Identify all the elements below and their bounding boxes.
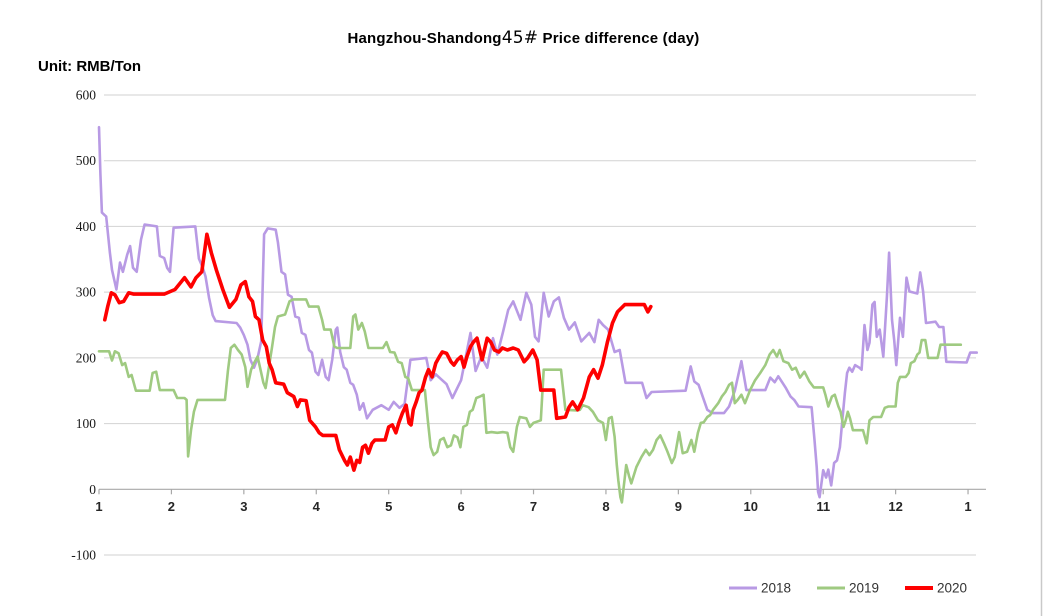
- chart-title-prefix: Hangzhou-Shandong: [347, 30, 502, 47]
- chart-title-grade: 45#: [501, 28, 539, 48]
- legend-label-2020: 2020: [937, 581, 967, 596]
- x-tick-label: 5: [385, 499, 392, 514]
- legend-item-2018[interactable]: 2018: [729, 581, 791, 596]
- legend: 2018 2019 2020: [729, 581, 967, 596]
- x-tick-label: 12: [888, 499, 902, 514]
- x-tick-label: 1: [964, 499, 971, 514]
- x-tick-label: 6: [457, 499, 464, 514]
- y-tick-label: 600: [76, 88, 97, 103]
- legend-label-2019: 2019: [849, 581, 879, 596]
- x-axis: [98, 488, 986, 495]
- chart-title-suffix: Price difference (day): [542, 30, 700, 47]
- x-tick-label: 4: [313, 499, 321, 514]
- x-tick-label: 3: [240, 499, 247, 514]
- x-tick-label: 8: [602, 499, 609, 514]
- y-tick-label: 300: [76, 285, 97, 300]
- chart-title: Hangzhou-Shandong45# Price difference (d…: [0, 28, 1047, 48]
- y-tick-label: 500: [76, 153, 97, 168]
- y-tick-label: -100: [71, 548, 96, 563]
- y-tick-label: 100: [76, 416, 97, 431]
- series-line-2019: [97, 298, 963, 504]
- series-line-2020: [103, 232, 653, 473]
- y-axis-labels: 600 500 400 300 200 100 0 -100: [71, 88, 96, 563]
- x-tick-label: 7: [530, 499, 537, 514]
- x-tick-label: 10: [744, 499, 758, 514]
- y-tick-label: 0: [89, 482, 96, 497]
- x-tick-label: 11: [816, 499, 830, 514]
- y-tick-label: 200: [76, 350, 97, 365]
- legend-item-2019[interactable]: 2019: [817, 581, 879, 596]
- x-tick-label: 1: [95, 499, 102, 514]
- legend-item-2020[interactable]: 2020: [905, 581, 967, 596]
- x-tick-label: 9: [675, 499, 682, 514]
- x-axis-labels: 1 2 3 4 5 6 7 8 9 10 11 12 1: [95, 499, 971, 514]
- y-tick-label: 400: [76, 219, 97, 234]
- unit-label: Unit: RMB/Ton: [38, 58, 142, 75]
- series-line-2018: [97, 125, 979, 499]
- series-lines: [97, 125, 979, 504]
- legend-label-2018: 2018: [761, 581, 791, 596]
- x-tick-label: 2: [168, 499, 175, 514]
